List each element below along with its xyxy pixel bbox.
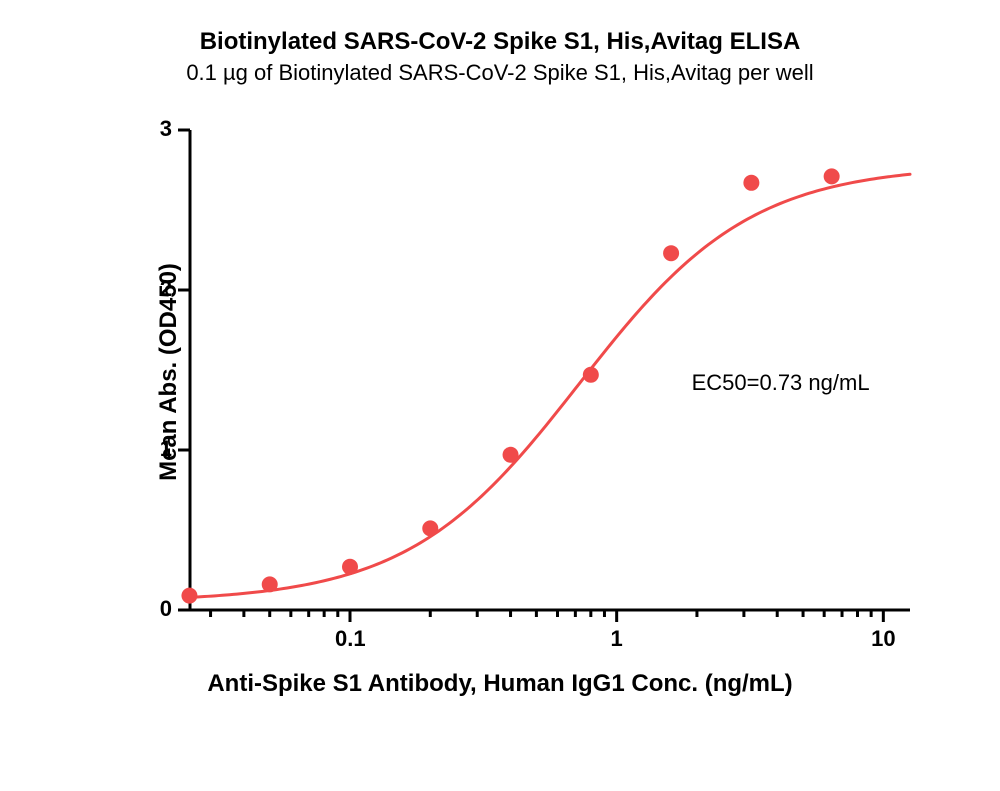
y-tick-label: 1: [160, 436, 172, 462]
x-tick-label: 1: [602, 626, 632, 652]
y-tick-label: 0: [160, 596, 172, 622]
elisa-chart: [0, 0, 1000, 791]
y-tick-label: 2: [160, 276, 172, 302]
y-tick-label: 3: [160, 116, 172, 142]
x-tick-label: 0.1: [335, 626, 365, 652]
x-tick-label: 10: [868, 626, 898, 652]
